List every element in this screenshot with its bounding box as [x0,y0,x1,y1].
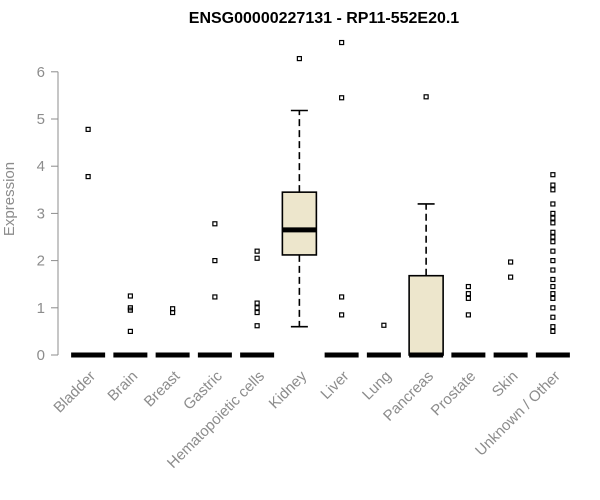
outlier-point [254,305,260,311]
box-prostate [451,283,486,358]
box-skin [493,259,528,358]
x-tick-label: Kidney [266,367,311,412]
outlier-point [254,309,260,316]
box-breast [155,306,190,358]
outlier-point [212,221,218,227]
x-tick-label: Lung [359,368,395,404]
outlier-point [339,39,345,46]
y-tick-label: 6 [37,64,45,81]
x-tick-label: Bladder [50,368,99,417]
box-pancreas [408,94,444,358]
y-tick-label: 3 [37,205,45,222]
outlier-point [339,294,345,300]
box-bladder [71,126,106,358]
outlier-point [127,328,133,334]
box-body [281,191,318,256]
outlier-point [550,248,556,254]
outlier-point [550,229,556,235]
y-tick-label: 2 [37,253,45,270]
outlier-point [254,300,260,306]
outlier-point [550,324,556,330]
y-tick-label: 4 [37,158,45,175]
outlier-point [465,283,471,290]
box-hematopoietic-cells [240,248,275,358]
box-series [71,39,570,358]
outlier-point [212,258,218,264]
box-body [408,274,444,356]
outlier-point [465,291,471,297]
outlier-point [465,312,471,318]
outlier-point [550,283,556,290]
outlier-point [127,293,133,299]
y-axis-label: Expression [1,162,18,236]
y-tick-label: 1 [37,300,45,317]
outlier-point [550,295,556,301]
box-liver [324,39,359,358]
outlier-point [550,172,556,178]
y-axis: 0 1 2 3 4 5 6 [37,64,59,364]
x-tick-label: Prostate [428,368,480,420]
outlier-point [465,295,471,301]
outlier-point [254,255,260,261]
x-tick-label: Skin [489,368,522,401]
outlier-point [170,309,176,316]
outlier-point [550,215,556,221]
chart-title: ENSG00000227131 - RP11-552E20.1 [189,10,460,27]
outlier-point [381,322,387,328]
outlier-point [550,239,556,245]
box-lung [366,322,401,358]
outlier-point [550,187,556,193]
x-tick-label: Liver [317,368,352,403]
outlier-point [339,312,345,318]
x-tick-label: Breast [141,367,184,410]
outlier-point [254,248,260,254]
y-tick-label: 5 [37,111,45,128]
box-brain [113,293,148,358]
outlier-point [550,314,556,320]
y-tick-label: 0 [37,347,45,364]
outlier-point [254,323,260,329]
x-tick-label: Brain [104,368,141,405]
outlier-point [550,234,556,240]
box-unknown-other [535,172,570,358]
outlier-point [127,307,133,313]
outlier-point [550,276,556,283]
outlier-point [550,291,556,297]
outlier-point [508,274,514,280]
outlier-point [85,126,91,132]
outlier-point [508,259,514,265]
outlier-point [423,94,429,100]
outlier-point [85,173,91,180]
outlier-point [339,95,345,101]
outlier-point [212,294,218,300]
outlier-point [550,201,556,207]
outlier-point [550,258,556,264]
outlier-point [550,220,556,226]
box-gastric [197,221,232,358]
outlier-point [550,267,556,273]
outlier-point [550,210,556,216]
outlier-point [550,182,556,188]
box-kidney [281,55,318,328]
outlier-point [296,55,302,62]
outlier-point [550,305,556,311]
outlier-point [550,328,556,334]
